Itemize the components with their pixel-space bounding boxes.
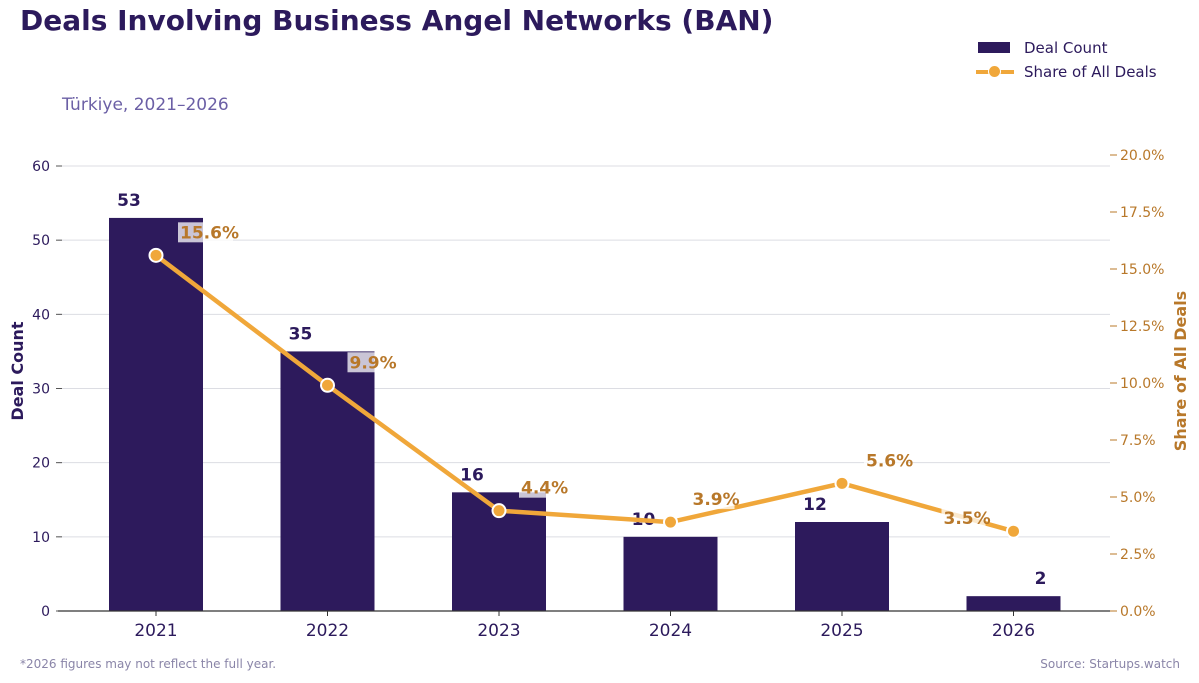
bar [280,351,375,611]
share-label-background [347,352,392,373]
y2-tick-label: 2.5% [1120,547,1156,563]
bar-value-label: 12 [803,495,827,515]
bar [109,217,203,611]
bar [795,522,889,611]
y2-tick-label: 20.0% [1120,148,1164,164]
chart-subtitle: Türkiye, 2021–2026 [62,95,229,115]
legend: Deal Count Share of All Deals [976,36,1157,84]
bar-value-label: 53 [117,191,141,211]
source-note: Source: Startups.watch [1040,657,1180,671]
share-label-background [690,489,735,510]
y-axis-title: Deal Count [8,321,27,421]
legend-swatch-bar [976,36,1014,60]
x-tick-label: 2022 [306,621,349,641]
share-label-background [178,222,233,243]
share-value-label: 5.6% [866,451,913,471]
legend-label-deal-count: Deal Count [1024,39,1108,57]
share-label-background [864,450,908,471]
share-value-label: 9.9% [350,353,397,373]
share-value-label: 3.9% [693,490,740,510]
share-label-background [941,508,986,529]
legend-swatch-line [976,60,1014,84]
bar [623,536,718,611]
share-point [491,503,507,519]
chart-title: Deals Involving Business Angel Networks … [20,4,774,37]
bar-value-label: 16 [460,465,484,485]
share-point [148,247,164,263]
share-line [153,253,1016,534]
bar-value-label: 35 [289,324,313,344]
share-point [834,475,850,491]
bar-value-label: 2 [1035,569,1047,589]
y2-tick-label: 10.0% [1120,376,1164,392]
share-value-label: 15.6% [180,223,239,243]
x-tick-label: 2025 [820,621,863,641]
share-value-label: 3.5% [944,509,991,529]
y-tick-label: 50 [32,233,50,249]
share-point [663,514,678,530]
y2-tick-label: 5.0% [1120,490,1156,506]
y-tick-label: 60 [32,159,50,175]
x-tick-label: 2024 [649,621,692,641]
legend-label-share: Share of All Deals [1024,63,1157,81]
y2-tick-label: 15.0% [1120,262,1164,278]
y2-tick-label: 7.5% [1120,433,1156,449]
y-tick-label: 0 [41,604,50,620]
x-tick-label: 2023 [477,621,520,641]
legend-item-share: Share of All Deals [976,60,1157,84]
share-point [320,377,335,393]
y-tick-label: 30 [32,382,50,398]
y-tick-label: 10 [32,530,50,546]
y2-tick-label: 0.0% [1120,604,1156,620]
share-value-label: 4.4% [521,479,568,499]
x-tick-label: 2021 [134,621,177,641]
y2-axis-title: Share of All Deals [1171,291,1190,451]
y2-tick-label: 12.5% [1120,319,1164,335]
legend-item-deal-count: Deal Count [976,36,1157,60]
y2-tick-label: 17.5% [1120,205,1164,221]
footnote: *2026 figures may not reflect the full y… [20,657,277,671]
y-tick-label: 40 [32,307,50,323]
share-point [1006,523,1021,539]
share-label-background [519,477,563,498]
x-tick-label: 2026 [992,621,1035,641]
y-tick-label: 20 [32,456,50,472]
bar [966,596,1061,611]
